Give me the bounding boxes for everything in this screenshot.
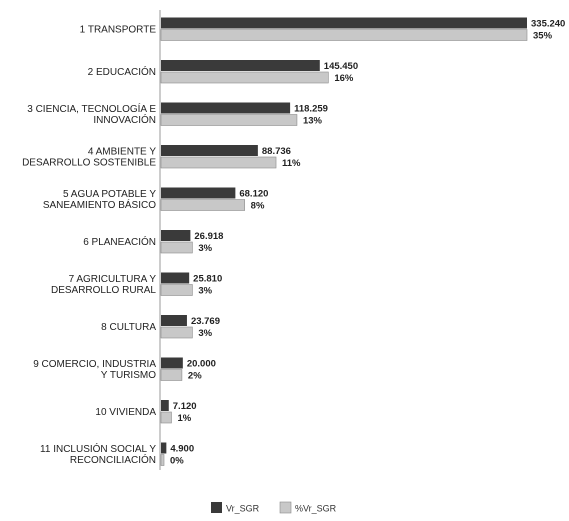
- legend-swatch-pct-vr-sgr: [279, 501, 292, 514]
- data-label-pct-vr-sgr: 35%: [533, 31, 553, 42]
- category-label: 4 AMBIENTE Y DESARROLLO SOSTENIBLE: [22, 147, 156, 169]
- category-label: 5 AGUA POTABLE Y SANEAMIENTO BÁSICO: [43, 189, 157, 211]
- category-label: 3 CIENCIA, TECNOLOGÍA E INNOVACIÓN: [27, 102, 156, 126]
- data-label-vr-sgr: 68.120: [239, 189, 268, 200]
- bar-pct-vr-sgr: [160, 156, 277, 169]
- data-label-pct-vr-sgr: 3%: [198, 243, 212, 254]
- data-label-pct-vr-sgr: 1%: [177, 413, 191, 424]
- bar-vr-sgr: [161, 17, 527, 29]
- category-label: 10 VIVIENDA: [95, 407, 156, 418]
- legend-swatch-vr-sgr: [211, 502, 222, 513]
- data-label-vr-sgr: 4.900: [170, 444, 194, 455]
- data-label-vr-sgr: 25.810: [193, 274, 222, 285]
- legend: Vr_SGR %Vr_SGR: [211, 501, 337, 514]
- data-label-vr-sgr: 118.259: [294, 104, 328, 115]
- data-label-pct-vr-sgr: 8%: [251, 201, 265, 212]
- category-label: 1 TRANSPORTE: [80, 25, 157, 36]
- data-label-vr-sgr: 26.918: [194, 231, 223, 242]
- bar-pct-vr-sgr: [160, 241, 193, 254]
- bar-vr-sgr: [161, 230, 191, 241]
- data-label-vr-sgr: 20.000: [187, 359, 216, 370]
- bar-vr-sgr: [161, 315, 187, 326]
- data-label-vr-sgr: 23.769: [191, 316, 220, 327]
- category-label: 7 AGRICULTURA Y DESARROLLO RURAL: [51, 274, 156, 296]
- data-label-pct-vr-sgr: 16%: [334, 73, 354, 84]
- bar-vr-sgr: [161, 400, 169, 411]
- bar-vr-sgr: [161, 442, 167, 454]
- bar-pct-vr-sgr: [160, 114, 298, 126]
- bar-pct-vr-sgr: [160, 71, 329, 84]
- category-label: 9 COMERCIO, INDUSTRIA Y TURISMO: [33, 359, 156, 381]
- bar-vr-sgr: [161, 357, 183, 369]
- data-label-vr-sgr: 88.736: [262, 146, 291, 157]
- bar-vr-sgr: [161, 102, 291, 114]
- data-label-pct-vr-sgr: 3%: [198, 286, 212, 297]
- bar-pct-vr-sgr: [160, 454, 165, 466]
- data-label-pct-vr-sgr: 0%: [170, 456, 184, 467]
- bar-vr-sgr: [161, 145, 258, 156]
- legend-label-vr-sgr: Vr_SGR: [226, 504, 260, 514]
- bar-vr-sgr: [161, 187, 236, 199]
- data-label-vr-sgr: 145.450: [324, 61, 358, 72]
- bar-vr-sgr: [161, 272, 190, 284]
- bar-pct-vr-sgr: [160, 284, 193, 296]
- category-label: 2 EDUCACIÓN: [88, 65, 156, 78]
- category-label: 8 CULTURA: [101, 322, 156, 333]
- data-label-pct-vr-sgr: 3%: [198, 328, 212, 339]
- data-label-vr-sgr: 7.120: [173, 401, 197, 412]
- bar-pct-vr-sgr: [160, 326, 193, 339]
- bar-vr-sgr: [161, 60, 320, 71]
- bar-pct-vr-sgr: [160, 369, 183, 381]
- data-label-pct-vr-sgr: 13%: [303, 116, 323, 127]
- bar-pct-vr-sgr: [160, 199, 245, 211]
- category-label: 11 INCLUSIÓN SOCIAL Y RECONCILIACIÓN: [40, 442, 156, 466]
- data-label-pct-vr-sgr: 2%: [188, 371, 202, 382]
- data-label-vr-sgr: 335.240: [531, 19, 565, 30]
- data-label-pct-vr-sgr: 11%: [282, 158, 301, 169]
- bar-pct-vr-sgr: [160, 411, 172, 424]
- bar-pct-vr-sgr: [160, 29, 528, 41]
- legend-label-pct-vr-sgr: %Vr_SGR: [295, 504, 337, 514]
- category-label: 6 PLANEACIÓN: [83, 235, 156, 248]
